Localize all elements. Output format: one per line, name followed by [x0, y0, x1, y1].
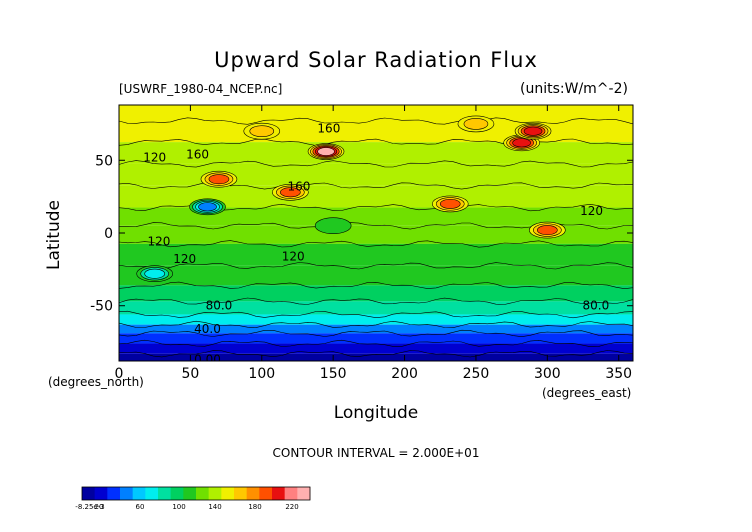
y-axis-label: Latitude [44, 200, 64, 270]
chart-title: Upward Solar Radiation Flux [214, 48, 538, 72]
x-tick-label: 0 [115, 366, 124, 382]
hotspot-contour [439, 198, 461, 209]
contour-line [119, 262, 633, 270]
colorbar-label: 180 [248, 503, 261, 511]
contour-label: 40.0 [194, 322, 221, 336]
colorbar-swatch [94, 487, 108, 500]
colorbar-swatch [284, 487, 298, 500]
colorbar-swatch [196, 487, 210, 500]
colorbar-swatch [272, 487, 286, 500]
colorbar-label: 100 [172, 503, 185, 511]
hotspot-contour [280, 187, 301, 198]
contour-line [119, 339, 633, 348]
hotspot-contour [208, 174, 230, 185]
colorbar-swatch [145, 487, 159, 500]
colorbar-swatch [208, 487, 222, 500]
x-tick-label: 100 [248, 366, 275, 382]
latitude-band [119, 285, 633, 302]
y-tick-label: 50 [95, 153, 113, 169]
hotspot-contour [317, 147, 335, 156]
contour-label: 0.00 [194, 353, 221, 367]
colorbar-label: 20 [95, 503, 104, 511]
colorbar-label: -8.25e-3 [75, 503, 104, 511]
contour-line [119, 310, 633, 319]
colorbar-swatch [259, 487, 273, 500]
y-axis-units: (degrees_north) [48, 375, 144, 389]
contour-label: 160 [186, 147, 209, 161]
y-tick-label: 0 [104, 226, 113, 242]
colorbar-label: 60 [136, 503, 145, 511]
latitude-band [119, 243, 633, 266]
latitude-band [119, 185, 633, 208]
file-label: [USWRF_1980-04_NCEP.nc] [119, 82, 283, 96]
contour-label: 80.0 [583, 299, 610, 313]
contour-label: 120 [580, 204, 603, 218]
contour-label: 120 [282, 249, 305, 263]
colorbar-label: 140 [208, 503, 221, 511]
hotspot-contour [249, 125, 275, 137]
colorbar-swatch [132, 487, 146, 500]
colorbar-swatch [120, 487, 134, 500]
latitude-band [119, 105, 633, 121]
colorbar-label: 220 [285, 503, 298, 511]
contour-label: 120 [173, 252, 196, 266]
x-axis-units: (degrees_east) [542, 386, 632, 400]
contour-line [119, 281, 633, 290]
latitude-band [119, 343, 633, 354]
hotspot-contour [523, 126, 543, 136]
colorbar-swatch [170, 487, 184, 500]
colorbar-swatch [234, 487, 248, 500]
contour-label: 160 [287, 179, 310, 193]
latitude-band [119, 207, 633, 226]
y-tick-label: -50 [90, 299, 113, 315]
latitude-band [119, 333, 633, 344]
contour-label: 120 [143, 150, 166, 164]
colorbar-swatch [82, 487, 96, 500]
latitude-band [119, 301, 633, 315]
colorbar-swatch [297, 487, 311, 500]
contour-label: 80.0 [206, 299, 233, 313]
latitude-band [119, 225, 633, 244]
colorbar-swatch [183, 487, 197, 500]
colorbar-swatch [107, 487, 121, 500]
x-tick-label: 200 [391, 366, 418, 382]
colorbar-swatch [221, 487, 235, 500]
colorbar-swatch [246, 487, 260, 500]
colorbar-frame [81, 486, 311, 501]
hotspot-contour [512, 138, 531, 148]
contour-label: 120 [148, 235, 171, 249]
contour-line [119, 160, 633, 168]
units-label: (units:W/m^-2) [520, 81, 628, 97]
latitude-band [119, 314, 633, 325]
hotspot-contour [537, 225, 558, 236]
latitude-band [119, 142, 633, 164]
contour-line [119, 329, 633, 338]
contour-line [119, 117, 633, 125]
latitude-band [119, 265, 633, 286]
x-tick-label: 350 [605, 366, 632, 382]
hotspot-contour [314, 217, 352, 235]
colorbar-swatch [158, 487, 172, 500]
x-tick-label: 250 [463, 366, 490, 382]
x-tick-label: 300 [534, 366, 561, 382]
latitude-band [119, 353, 633, 361]
contour-line [119, 240, 633, 248]
hotspot-contour [463, 118, 489, 130]
contour-line [119, 138, 633, 146]
hotspot-contour [198, 202, 217, 212]
latitude-band [119, 163, 633, 186]
contour-label: 160 [317, 121, 340, 135]
x-axis-label: Longitude [333, 403, 419, 423]
x-tick-label: 150 [320, 366, 347, 382]
contour-line [119, 320, 633, 329]
x-tick-label: 50 [181, 366, 199, 382]
latitude-band [119, 324, 633, 334]
hotspot-contour [144, 268, 165, 279]
contour-interval-label: CONTOUR INTERVAL = 2.000E+01 [272, 446, 480, 460]
contour-line [119, 297, 633, 305]
